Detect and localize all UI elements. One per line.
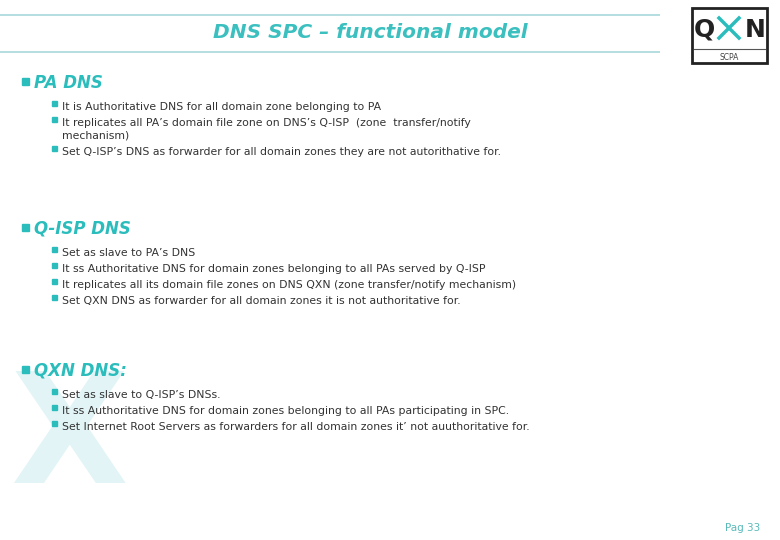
Text: Set as slave to PA’s DNS: Set as slave to PA’s DNS: [62, 248, 195, 258]
Text: Set Q-ISP’s DNS as forwarder for all domain zones they are not autorithative for: Set Q-ISP’s DNS as forwarder for all dom…: [62, 147, 501, 157]
Bar: [52, 421, 57, 426]
Text: mechanism): mechanism): [62, 131, 129, 141]
Text: Pag 33: Pag 33: [725, 523, 760, 533]
Bar: [52, 295, 57, 300]
Text: It is Authoritative DNS for all domain zone belonging to PA: It is Authoritative DNS for all domain z…: [62, 102, 381, 112]
Text: N: N: [745, 18, 765, 42]
Text: Q: Q: [693, 18, 714, 42]
Bar: [52, 279, 57, 284]
Text: Set QXN DNS as forwarder for all domain zones it is not authoritative for.: Set QXN DNS as forwarder for all domain …: [62, 296, 461, 306]
Bar: [52, 405, 57, 410]
Text: Q-ISP DNS: Q-ISP DNS: [34, 220, 131, 238]
Text: It ss Authoritative DNS for domain zones belonging to all PAs served by Q-ISP: It ss Authoritative DNS for domain zones…: [62, 264, 485, 274]
Text: Set Internet Root Servers as forwarders for all domain zones it’ not auuthoritat: Set Internet Root Servers as forwarders …: [62, 422, 530, 432]
Text: It replicates all its domain file zones on DNS QXN (zone transfer/notify mechani: It replicates all its domain file zones …: [62, 280, 516, 290]
Text: Set as slave to Q-ISP’s DNSs.: Set as slave to Q-ISP’s DNSs.: [62, 390, 221, 400]
Bar: [52, 389, 57, 394]
Text: QXN DNS:: QXN DNS:: [34, 362, 127, 380]
Bar: [52, 146, 57, 151]
Bar: [52, 117, 57, 122]
Bar: [692, 8, 767, 63]
Bar: [22, 366, 29, 373]
Text: It replicates all PA’s domain file zone on DNS’s Q-ISP  (zone  transfer/notify: It replicates all PA’s domain file zone …: [62, 118, 471, 128]
Text: X: X: [10, 366, 128, 515]
Text: PA DNS: PA DNS: [34, 74, 103, 92]
Bar: [22, 224, 29, 231]
Text: SCPA: SCPA: [720, 52, 739, 62]
Text: DNS SPC – functional model: DNS SPC – functional model: [213, 24, 527, 43]
Bar: [22, 78, 29, 84]
Bar: [52, 247, 57, 252]
Bar: [52, 101, 57, 106]
Text: It ss Authoritative DNS for domain zones belonging to all PAs participating in S: It ss Authoritative DNS for domain zones…: [62, 406, 509, 416]
Bar: [52, 263, 57, 268]
